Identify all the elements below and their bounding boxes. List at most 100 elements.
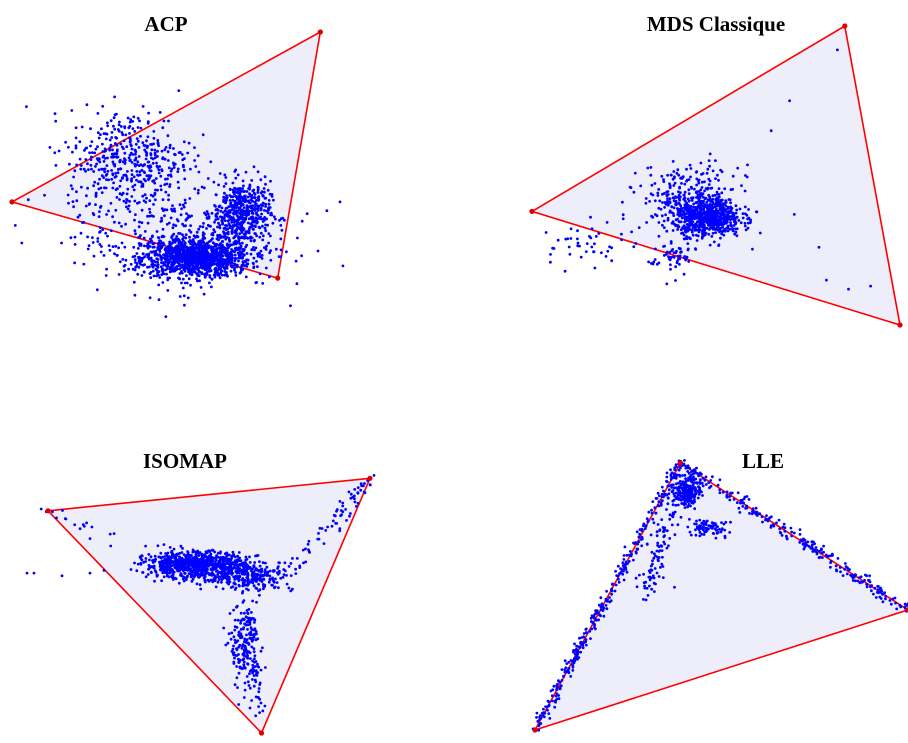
data-point [235,265,239,269]
data-point [239,208,243,212]
data-point [163,555,167,558]
data-point [250,639,254,643]
data-point [106,156,109,160]
data-point [214,193,218,197]
data-point [117,221,121,225]
data-point [133,258,137,261]
data-point [726,205,730,209]
data-point [105,132,109,136]
data-point [194,271,198,275]
data-point [228,612,232,615]
data-point [637,226,641,230]
data-point [186,261,190,264]
data-point [39,507,43,511]
data-point [265,217,268,221]
data-point [100,245,103,248]
data-point [108,138,112,142]
data-point [683,506,687,509]
data-point [114,208,118,212]
data-point [710,211,714,214]
data-point [220,578,224,581]
data-point [250,617,254,621]
data-point [242,640,246,643]
data-point [715,197,718,201]
data-point [235,647,238,650]
panel-1 [9,29,345,318]
data-point [189,572,193,576]
data-point [214,205,217,208]
data-point [115,150,119,153]
data-point [188,271,192,274]
data-point [130,147,134,151]
data-point [201,133,205,137]
data-point [159,256,163,260]
data-point [678,185,681,189]
data-point [183,571,187,575]
data-point [227,632,231,636]
data-point [250,179,254,182]
data-point [116,171,120,175]
data-point [250,645,254,649]
data-point [674,218,678,222]
data-point [261,204,264,208]
data-point [118,260,122,264]
data-point [215,251,219,255]
data-point [241,601,245,604]
data-point [154,177,158,180]
data-point [182,266,185,270]
data-point [237,236,241,240]
data-point [104,186,108,190]
data-point [147,254,150,258]
data-point [222,235,226,239]
data-point [720,209,724,213]
data-point [176,219,180,223]
data-point [230,218,234,222]
data-point [353,488,357,491]
data-point [129,568,133,571]
data-point [728,218,732,222]
data-point [242,184,245,188]
data-point [668,185,672,189]
data-point [576,229,579,233]
data-point [91,236,94,240]
data-point [688,228,691,232]
data-point [200,258,203,262]
data-point [259,231,263,235]
data-point [190,560,194,563]
data-point [264,205,267,208]
data-point [677,225,681,229]
data-point [714,207,718,211]
data-point [146,246,150,250]
data-point [152,142,156,146]
data-point [176,257,180,261]
data-point [149,143,153,146]
data-point [169,175,173,178]
data-point [243,572,246,576]
data-point [178,267,182,271]
data-point [264,248,268,251]
data-point [251,599,255,603]
data-point [198,279,202,283]
data-point [604,255,608,258]
data-point [143,193,147,197]
data-point [678,254,682,258]
data-point [241,658,245,662]
data-point [697,493,701,496]
data-point [170,269,174,273]
data-point [218,226,222,230]
data-point [229,215,233,219]
data-point [687,178,691,182]
data-point [261,201,265,205]
data-point [75,190,78,194]
data-point [218,224,222,227]
data-point [674,265,677,269]
data-point [693,217,696,221]
data-point [233,259,237,263]
data-point [136,116,140,120]
data-point [239,636,242,640]
data-point [262,187,266,190]
data-point [161,571,165,575]
data-point [180,207,184,211]
data-point [160,168,164,172]
data-point [92,184,95,188]
